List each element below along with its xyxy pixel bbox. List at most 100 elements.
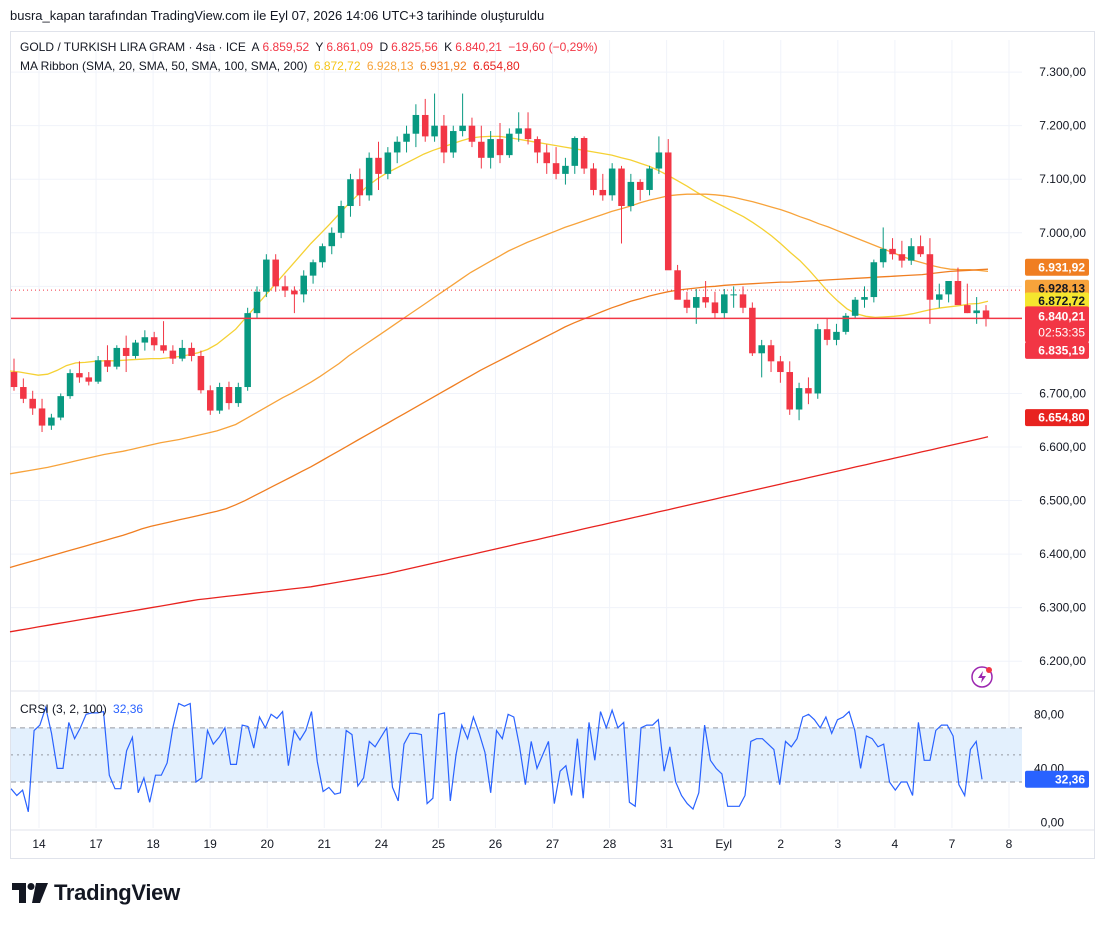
candle — [347, 173, 354, 217]
candle — [879, 227, 887, 268]
candle-body — [543, 152, 551, 164]
candle — [964, 283, 971, 314]
candle — [253, 286, 261, 319]
candle-body — [739, 294, 747, 308]
open-label: A — [251, 40, 260, 54]
candle — [636, 179, 644, 201]
candle — [945, 280, 952, 303]
sma50-line — [9, 193, 989, 475]
candle-body — [861, 297, 868, 300]
candle-body — [664, 152, 672, 271]
candle-body — [478, 141, 485, 158]
candle-body — [496, 139, 504, 156]
crsi-title: CRSI (3, 2, 100) — [20, 702, 107, 716]
price-axis-label: 6.500,00 — [1039, 494, 1086, 508]
candle — [235, 382, 242, 407]
candle — [786, 361, 794, 415]
crsi-value: 32,36 — [113, 702, 144, 716]
sma100-price-label-text: 6.931,92 — [1038, 260, 1085, 274]
candle-body — [263, 259, 270, 292]
candle-body — [235, 387, 242, 404]
candle-body — [272, 259, 279, 287]
candle — [842, 313, 850, 335]
candle — [823, 318, 831, 346]
candle-body — [721, 294, 728, 314]
candle — [730, 286, 737, 308]
candle-body — [38, 408, 46, 426]
candle-body — [449, 131, 457, 153]
sma100-price-label-bg — [1025, 258, 1089, 276]
candle-body — [319, 246, 326, 263]
candle-body — [393, 141, 401, 153]
candle-body — [104, 360, 111, 367]
candle-body — [814, 329, 822, 394]
crsi-line — [10, 702, 983, 812]
candle-body — [225, 387, 233, 404]
candle-body — [384, 152, 392, 174]
price-axis-label: 7.000,00 — [1039, 226, 1086, 240]
symbol-legend[interactable]: GOLD / TURKISH LIRA GRAM · 4sa · ICE A 6.… — [20, 40, 601, 54]
ma-value-sma200: 6.654,80 — [473, 59, 520, 73]
candle — [711, 291, 719, 319]
candle-body — [926, 254, 934, 300]
price-axis-label: 7.200,00 — [1039, 119, 1086, 133]
candle-body — [122, 347, 130, 356]
candle — [104, 345, 111, 373]
candle-body — [627, 181, 635, 207]
candle — [328, 227, 336, 255]
candle-body — [777, 361, 784, 373]
candle-body — [674, 270, 681, 300]
candle-body — [169, 350, 177, 359]
candle — [281, 275, 289, 298]
candle — [664, 139, 672, 271]
low-value: 6.825,56 — [391, 40, 438, 54]
candle — [861, 286, 868, 308]
candle — [758, 339, 765, 378]
candle-body — [66, 373, 74, 397]
candle — [907, 238, 915, 265]
candle — [440, 114, 448, 164]
time-axis-label: 24 — [375, 837, 389, 851]
candle — [655, 136, 663, 174]
candle — [618, 165, 625, 244]
candle-body — [515, 128, 522, 134]
candle — [608, 163, 616, 201]
candle — [552, 147, 560, 180]
price-axis-label: 6.200,00 — [1039, 654, 1086, 668]
candle — [449, 125, 457, 158]
sma200-price-label-bg — [1025, 409, 1089, 427]
candle-body — [487, 139, 494, 158]
candle — [954, 267, 962, 306]
ma-value-sma20: 6.872,72 — [313, 59, 361, 73]
candle — [160, 321, 167, 354]
lightning-icon[interactable] — [971, 666, 993, 688]
candle-body — [188, 347, 195, 356]
candle-body — [328, 232, 336, 247]
candle-body — [85, 377, 93, 382]
candle — [206, 385, 214, 415]
price-axis-label: 7.300,00 — [1039, 65, 1086, 79]
time-axis-label: 8 — [1006, 837, 1013, 851]
close-value: 6.840,21 — [455, 40, 502, 54]
sma200-price-label: 6.654,80 — [1025, 409, 1089, 427]
ma-legend[interactable]: MA Ribbon (SMA, 20, SMA, 50, SMA, 100, S… — [20, 59, 523, 73]
candle-body — [608, 168, 616, 196]
candle — [496, 123, 504, 164]
candle — [76, 361, 83, 383]
candle-body — [178, 347, 186, 359]
crsi-legend[interactable]: CRSI (3, 2, 100) 32,36 — [20, 702, 146, 716]
candle-body — [347, 179, 354, 207]
candle-body — [795, 388, 803, 410]
candle — [113, 345, 121, 370]
candle — [393, 136, 401, 164]
high-label: Y — [315, 40, 324, 54]
candle — [814, 323, 822, 399]
crsi-current-label-bg — [1025, 770, 1089, 788]
candle — [309, 259, 317, 284]
candle-body — [889, 248, 896, 255]
candle — [197, 350, 205, 394]
candle-body — [57, 396, 65, 418]
candle — [272, 254, 279, 292]
tradingview-logo[interactable]: TradingView — [12, 880, 180, 906]
